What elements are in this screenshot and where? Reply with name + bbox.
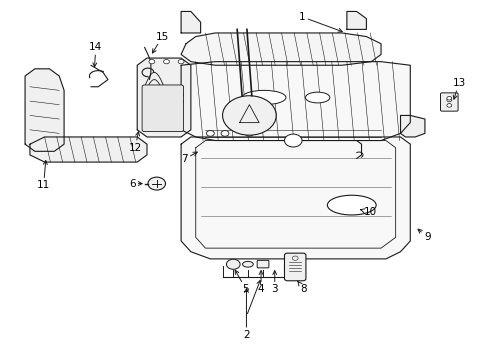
Text: 4: 4 [257,271,264,294]
Text: 14: 14 [89,42,102,67]
Circle shape [446,104,451,107]
Circle shape [226,259,240,269]
FancyBboxPatch shape [142,85,183,132]
Ellipse shape [242,261,253,267]
Polygon shape [137,58,190,137]
Text: 8: 8 [297,282,306,294]
Ellipse shape [242,90,285,105]
Circle shape [163,59,169,64]
Circle shape [245,131,253,136]
Text: 9: 9 [417,229,430,242]
Circle shape [148,177,165,190]
Circle shape [178,59,183,64]
FancyBboxPatch shape [440,93,457,111]
Circle shape [284,134,302,147]
FancyBboxPatch shape [284,253,305,281]
Polygon shape [400,116,424,137]
Polygon shape [346,12,366,30]
Text: 1: 1 [298,12,342,32]
Polygon shape [181,12,200,33]
Polygon shape [181,137,409,259]
Circle shape [446,98,451,102]
Circle shape [446,96,451,100]
FancyBboxPatch shape [257,260,268,268]
Text: 11: 11 [37,161,50,190]
Circle shape [222,96,276,135]
Ellipse shape [327,195,375,215]
Polygon shape [181,62,409,140]
Ellipse shape [305,92,329,103]
Text: 6: 6 [129,179,142,189]
Polygon shape [25,69,64,151]
Polygon shape [181,33,380,65]
Text: 2: 2 [243,289,249,340]
Polygon shape [30,137,147,162]
Text: 10: 10 [360,207,376,217]
Text: 3: 3 [271,271,278,294]
Circle shape [149,59,155,64]
Circle shape [221,131,228,136]
Text: 5: 5 [235,270,249,294]
Text: 7: 7 [181,152,197,164]
Text: 13: 13 [451,78,465,99]
Circle shape [206,131,214,136]
Text: 12: 12 [128,132,142,153]
Text: 15: 15 [152,32,169,53]
